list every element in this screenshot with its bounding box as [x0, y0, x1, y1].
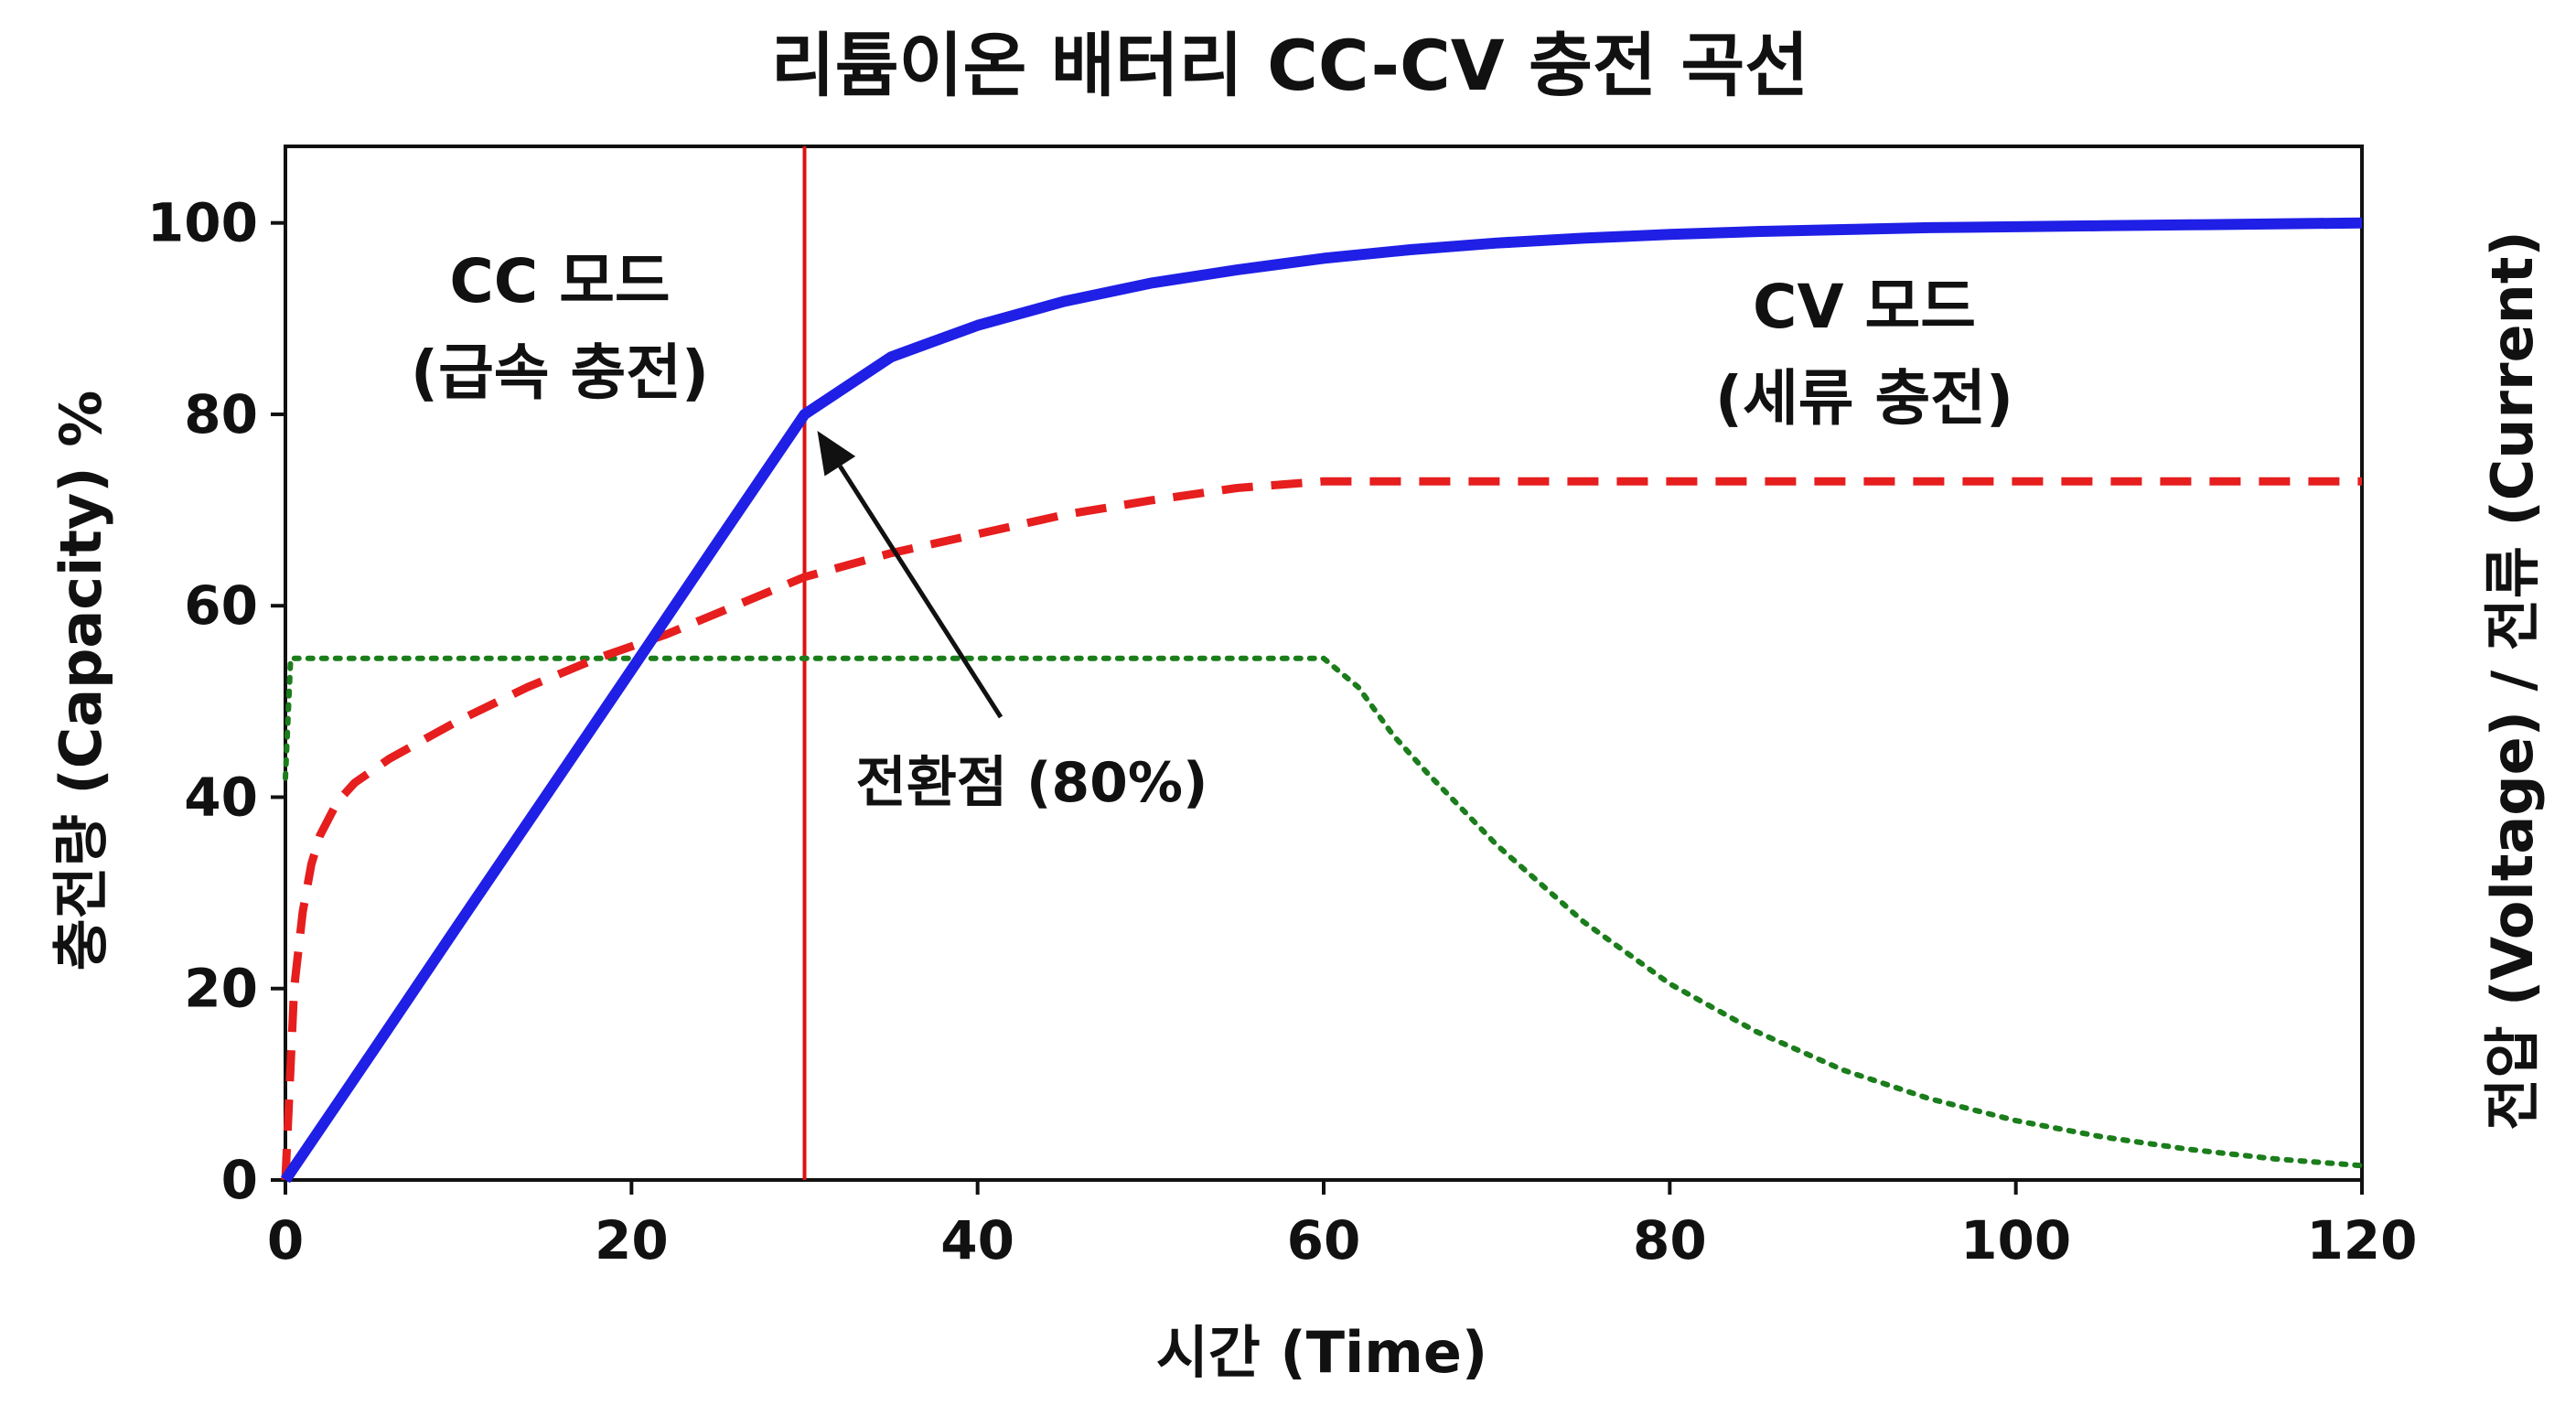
y2-axis-label: 전압 (Voltage) / 전류 (Current)	[2479, 231, 2546, 1130]
cv-mode-label: CV 모드	[1753, 272, 1976, 342]
transition-label: 전환점 (80%)	[856, 751, 1208, 815]
cc-mode-label: CC 모드	[449, 246, 670, 316]
x-tick-label: 60	[1287, 1209, 1361, 1271]
x-tick-label: 40	[940, 1209, 1014, 1271]
arrow-head	[817, 430, 856, 477]
x-axis-label: 시간 (Time)	[1156, 1319, 1488, 1386]
series-line-dashed	[281, 477, 2362, 1181]
y-tick-label: 80	[184, 383, 258, 445]
x-tick-label: 0	[267, 1209, 304, 1271]
arrow-shaft	[838, 465, 1004, 719]
cv-mode-desc: (세류 충전)	[1715, 363, 2013, 434]
y-tick-label: 0	[221, 1149, 258, 1211]
y-tick-label: 100	[147, 192, 258, 254]
y-tick-label: 40	[184, 766, 258, 828]
transition-arrow	[817, 430, 1004, 719]
y-axis-label: 충전량 (Capacity) %	[48, 391, 114, 971]
y-tick-label: 60	[184, 574, 258, 637]
chart-title: 리튬이온 배터리 CC-CV 충전 곡선	[771, 25, 1809, 106]
y-axis-ticks: 0 20 40 60 80 100	[147, 192, 285, 1211]
x-tick-label: 80	[1633, 1209, 1707, 1271]
x-tick-label: 100	[1960, 1209, 2071, 1271]
series-layer	[281, 217, 2365, 1184]
x-tick-label: 120	[2306, 1209, 2417, 1271]
x-tick-label: 20	[595, 1209, 669, 1271]
series-line-solid	[281, 217, 2363, 1184]
series-line-dotted	[283, 655, 2365, 1169]
cc-mode-desc: (급속 충전)	[411, 338, 709, 408]
x-axis-ticks: 0 20 40 60 80 100 120	[267, 1180, 2418, 1271]
y-tick-label: 20	[184, 958, 258, 1020]
